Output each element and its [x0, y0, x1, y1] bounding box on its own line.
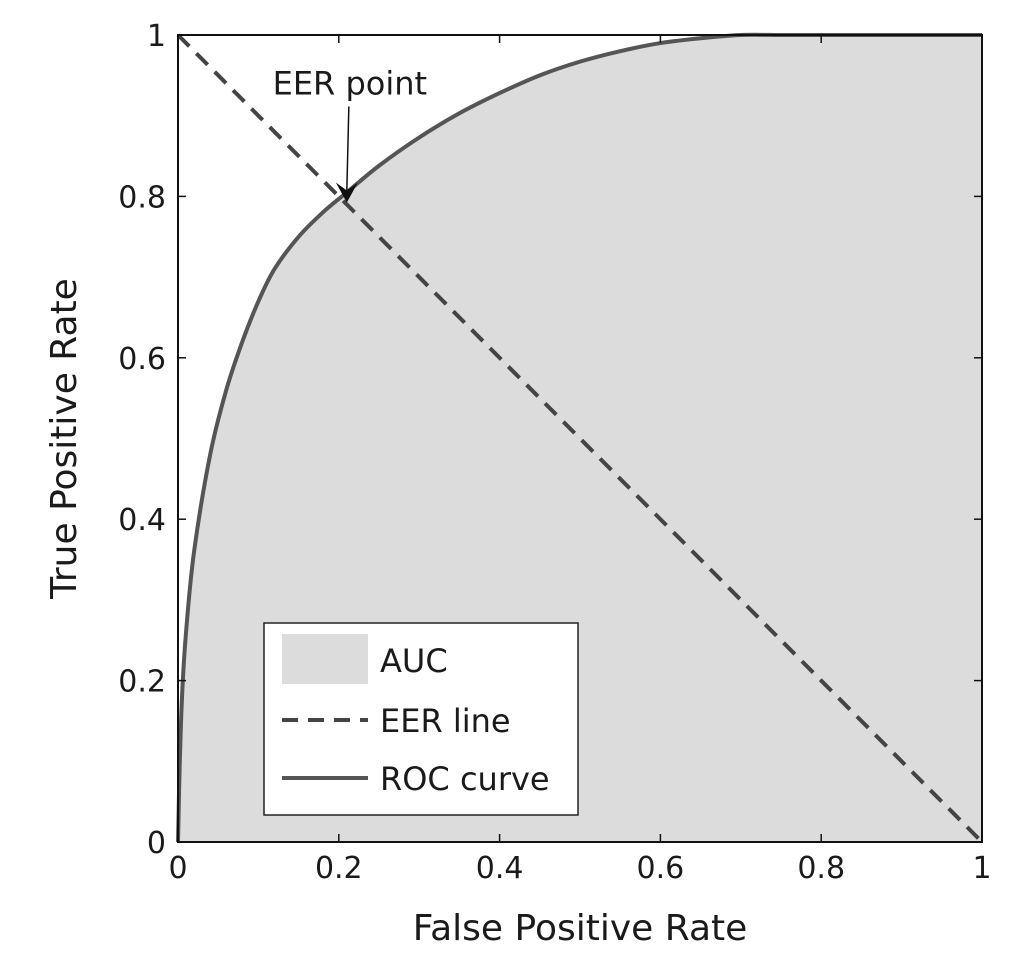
y-tick-label: 0.2: [118, 665, 166, 700]
eer-arrow-head: [335, 182, 358, 203]
x-tick-label: 0.4: [476, 851, 524, 886]
legend-swatch-auc: [282, 634, 368, 684]
eer-annotation: EER point: [273, 64, 427, 203]
y-tick-label: 0.6: [118, 342, 166, 377]
legend-label-auc: AUC: [380, 642, 448, 680]
legend-label-roc-curve: ROC curve: [380, 760, 550, 798]
legend-label-eer-line: EER line: [380, 702, 511, 740]
y-tick-label: 0: [147, 826, 166, 861]
y-tick-label: 0.8: [118, 180, 166, 215]
x-tick-label: 1: [972, 851, 991, 886]
axes: [177, 34, 983, 843]
legend: AUC EER line ROC curve: [263, 622, 579, 816]
eer-arrow-shaft: [346, 106, 350, 191]
tick-labels: 0 0.2 0.4 0.6 0.8 1 0 0.2 0.4 0.6 0.8 1: [118, 19, 991, 886]
y-tick-label: 1: [147, 19, 166, 54]
x-axis-label: False Positive Rate: [413, 908, 748, 949]
x-tick-label: 0: [168, 851, 187, 886]
y-axis-label: True Positive Rate: [44, 278, 85, 600]
x-tick-label: 0.2: [315, 851, 363, 886]
eer-point-label: EER point: [273, 64, 427, 102]
plot-frame: [177, 34, 983, 843]
x-tick-label: 0.8: [797, 851, 845, 886]
y-tick-label: 0.4: [118, 503, 166, 538]
x-tick-label: 0.6: [637, 851, 685, 886]
eer-line: [176, 33, 984, 844]
